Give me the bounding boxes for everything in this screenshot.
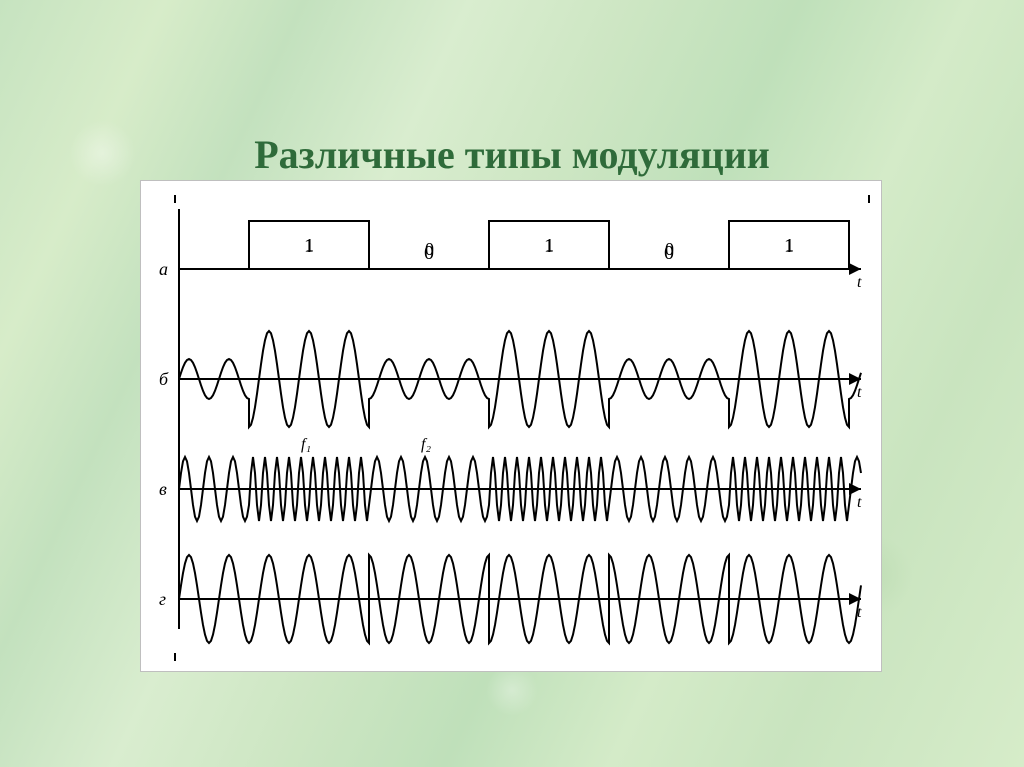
svg-text:t: t <box>857 384 862 401</box>
svg-text:f₂: f₂ <box>421 436 431 453</box>
svg-text:а: а <box>159 259 168 279</box>
svg-text:г: г <box>159 589 166 609</box>
svg-text:б: б <box>159 369 169 389</box>
svg-text:t: t <box>857 494 862 511</box>
svg-text:0: 0 <box>664 242 674 264</box>
svg-text:t: t <box>857 274 862 291</box>
svg-text:1: 1 <box>304 235 314 257</box>
modulation-figure: абвгt1010110101ttf₁f₂t <box>140 180 882 672</box>
svg-text:1: 1 <box>784 235 794 257</box>
slide: Различные типы модуляции абвгt1010110101… <box>0 0 1024 767</box>
svg-text:f₁: f₁ <box>301 436 311 453</box>
slide-title: Различные типы модуляции <box>0 131 1024 178</box>
svg-text:1: 1 <box>544 235 554 257</box>
svg-text:в: в <box>159 479 167 499</box>
svg-text:0: 0 <box>424 242 434 264</box>
